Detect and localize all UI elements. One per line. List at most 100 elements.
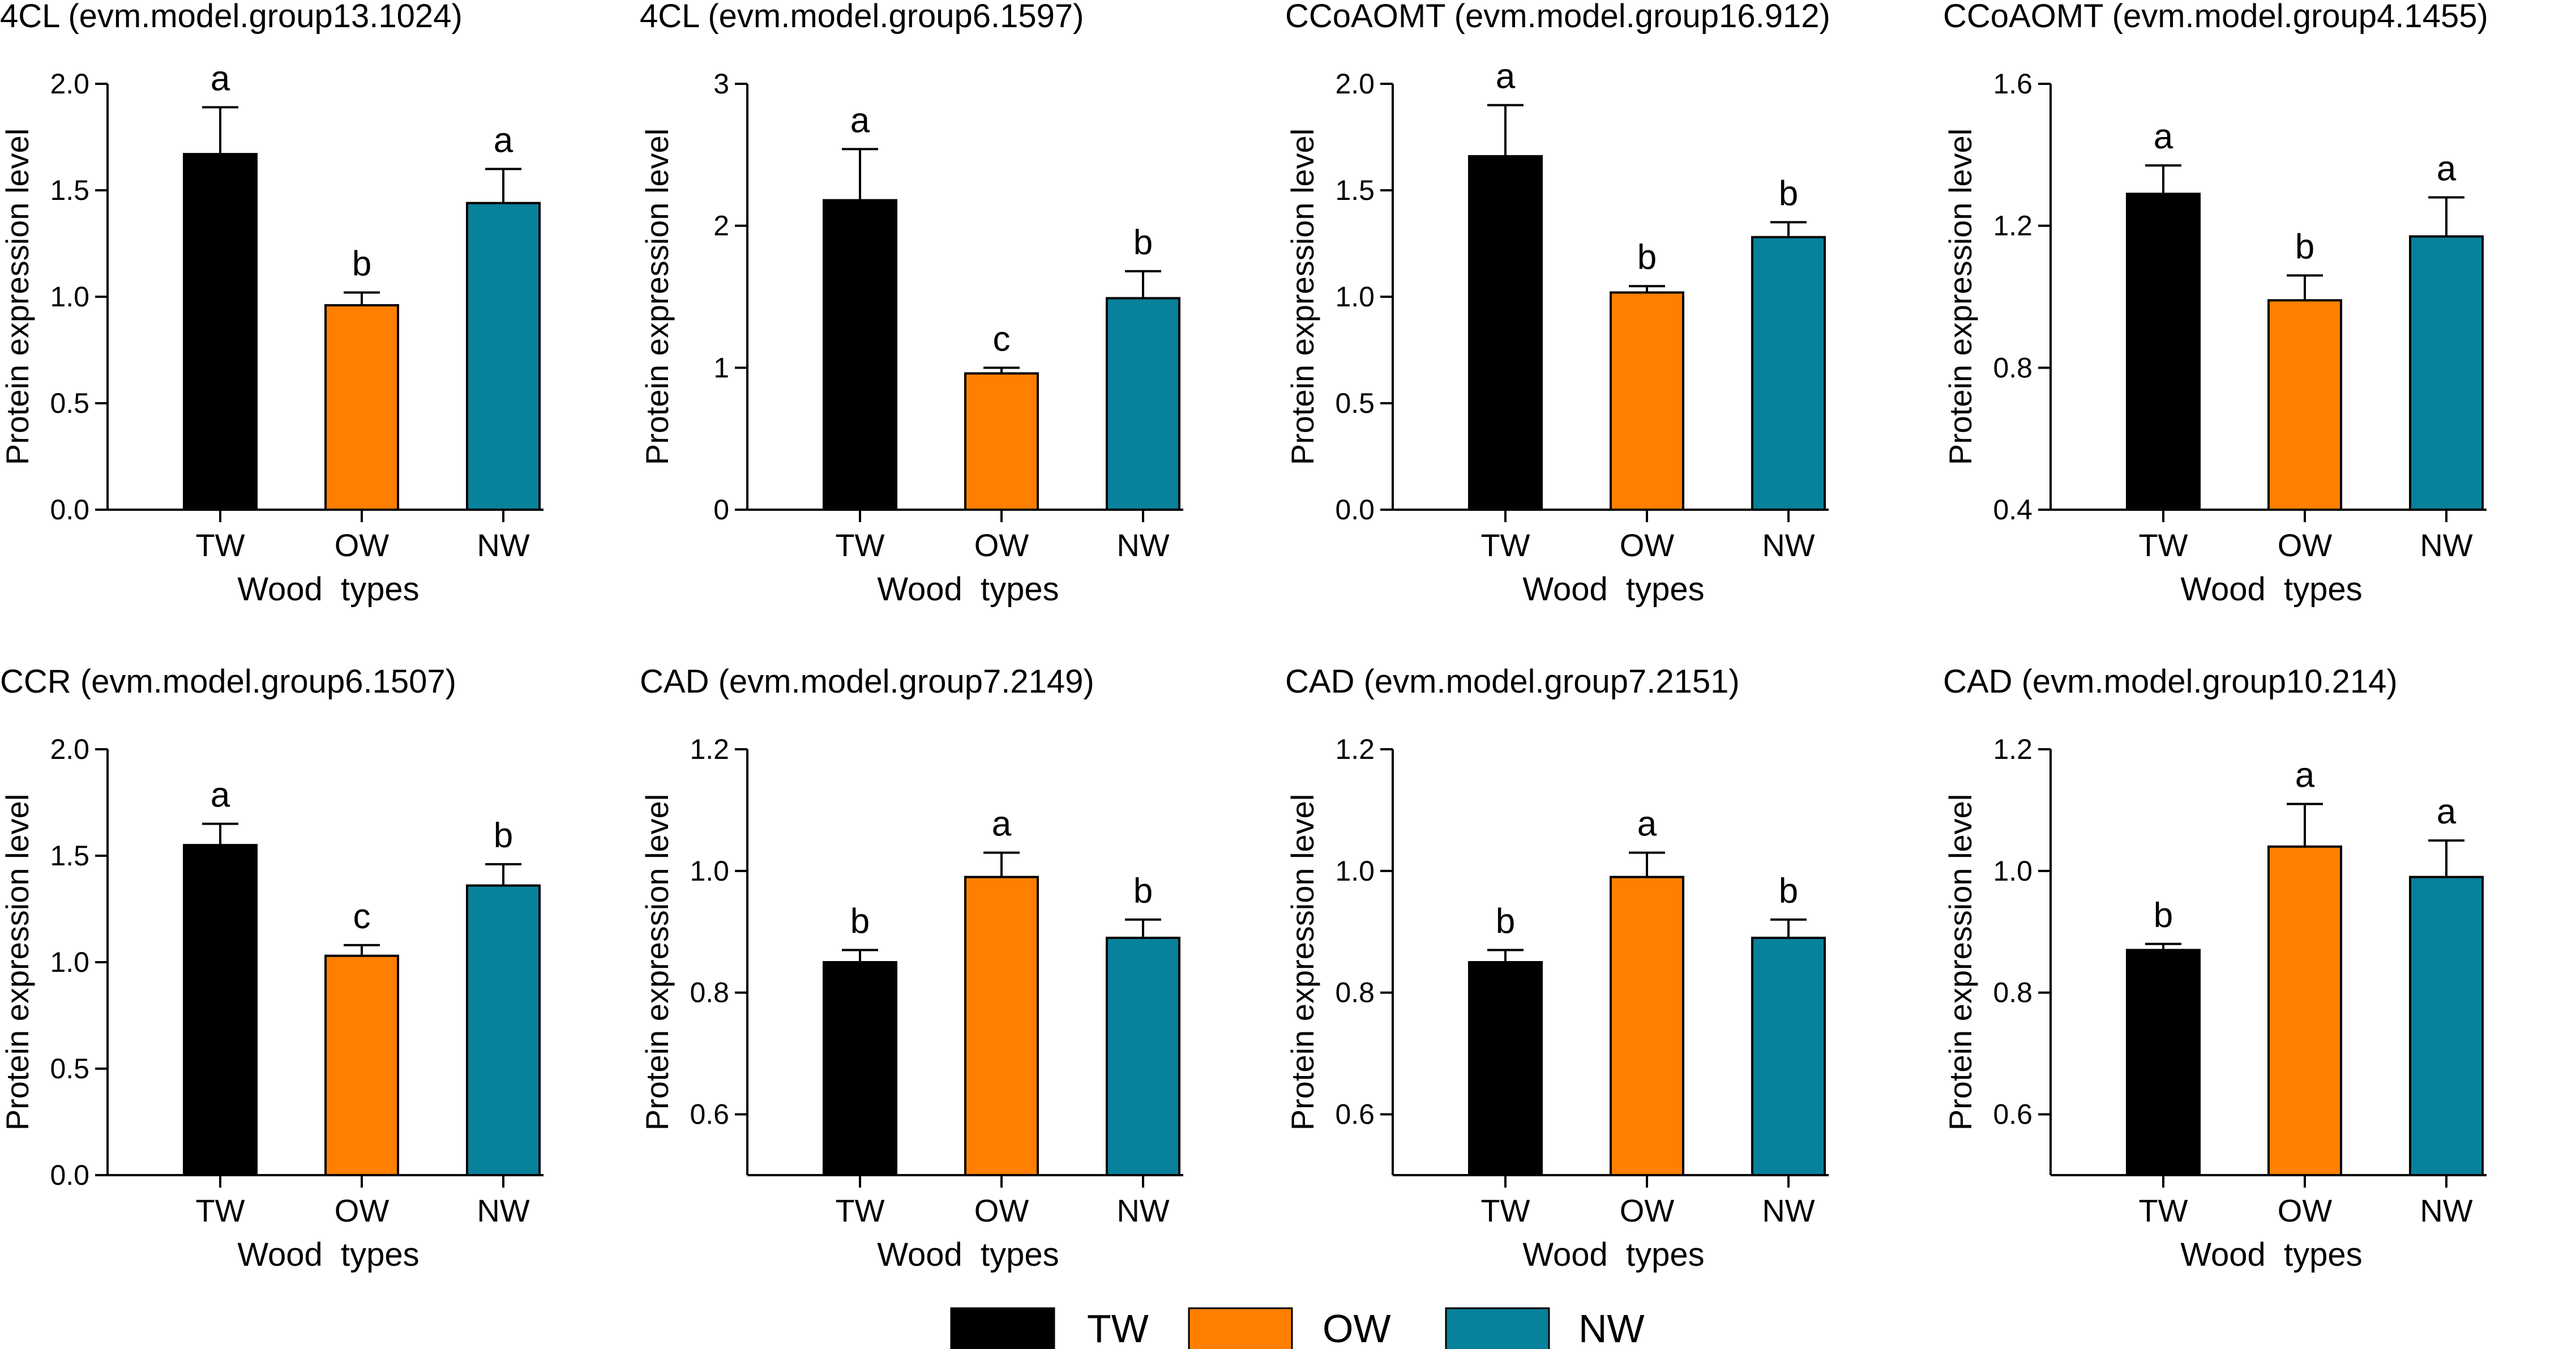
significance-letter: a bbox=[1496, 57, 1516, 96]
bar-nw bbox=[1751, 937, 1826, 1176]
legend: TW OW NW bbox=[950, 1307, 1645, 1349]
significance-letter: b bbox=[494, 816, 513, 855]
y-tick-label: 0.5 bbox=[1335, 387, 1375, 419]
x-axis-label: Wood types bbox=[2180, 1236, 2362, 1273]
chart-panel: CAD (evm.model.group10.214) 0.6 0.8 1.0 1.2 P… bbox=[1942, 663, 2487, 1273]
x-tick-label: TW bbox=[195, 527, 245, 563]
y-tick-label: 2.0 bbox=[1335, 68, 1375, 100]
y-tick-label: 0.0 bbox=[1335, 494, 1375, 526]
chart-panel: CCR (evm.model.group6.1507) 0.0 0.5 1.0 1.5 2… bbox=[0, 663, 544, 1273]
y-tick-label: 0.4 bbox=[1993, 494, 2032, 526]
y-tick-label: 1.6 bbox=[1993, 68, 2032, 100]
x-tick-label: TW bbox=[195, 1193, 245, 1228]
chart-title: 4CL (evm.model.group13.1024) bbox=[0, 0, 463, 35]
y-tick-label: 0.6 bbox=[690, 1099, 729, 1130]
bar-ow bbox=[324, 954, 399, 1176]
bar-ow bbox=[324, 304, 399, 511]
chart-panel: CAD (evm.model.group7.2151) 0.6 0.8 1.0 1.2 P… bbox=[1285, 663, 1829, 1273]
chart-title: CCoAOMT (evm.model.group4.1455) bbox=[1943, 0, 2488, 35]
x-axis-label: Wood types bbox=[877, 1236, 1059, 1273]
significance-letter: b bbox=[1133, 872, 1153, 911]
bar-tw bbox=[183, 153, 258, 511]
significance-letter: a bbox=[2437, 792, 2457, 831]
significance-letter: c bbox=[993, 319, 1011, 358]
y-tick-label: 1.2 bbox=[690, 733, 729, 765]
bar-ow bbox=[1610, 291, 1684, 511]
y-tick-label: 1.5 bbox=[50, 840, 89, 872]
y-tick-label: 0.5 bbox=[50, 387, 89, 419]
y-axis-label: Protein expression level bbox=[639, 129, 675, 466]
chart-panel: CAD (evm.model.group7.2149) 0.6 0.8 1.0 1.2 P… bbox=[639, 663, 1183, 1273]
y-tick-label: 1.0 bbox=[50, 946, 89, 978]
significance-letter: b bbox=[352, 244, 371, 283]
x-tick-label: OW bbox=[974, 1193, 1029, 1228]
bar-ow bbox=[964, 372, 1039, 511]
y-tick-label: 1.2 bbox=[1993, 210, 2032, 242]
significance-letter: a bbox=[211, 776, 230, 815]
x-tick-label: OW bbox=[2278, 527, 2333, 563]
bar-nw bbox=[1106, 297, 1180, 511]
bar-tw bbox=[2126, 193, 2201, 511]
bar-ow bbox=[964, 876, 1039, 1176]
y-tick-label: 1.5 bbox=[50, 174, 89, 206]
significance-letter: a bbox=[1637, 805, 1657, 844]
y-axis-label: Protein expression level bbox=[0, 794, 35, 1131]
x-axis-label: Wood types bbox=[237, 1236, 419, 1273]
bar-tw bbox=[183, 844, 258, 1176]
significance-letter: b bbox=[1133, 223, 1153, 262]
x-tick-label: TW bbox=[835, 527, 884, 563]
y-tick-label: 0.8 bbox=[1335, 977, 1375, 1009]
legend-swatch-nw bbox=[1445, 1307, 1550, 1349]
chart-panel: CCoAOMT (evm.model.group4.1455) 0.4 0.8 1.2… bbox=[1942, 0, 2488, 608]
chart-title: CCR (evm.model.group6.1507) bbox=[0, 663, 456, 700]
bar-tw bbox=[823, 961, 897, 1176]
bar-nw bbox=[466, 202, 541, 511]
legend-label-ow: OW bbox=[1323, 1307, 1391, 1349]
bar-nw bbox=[1751, 236, 1826, 511]
x-tick-label: NW bbox=[2420, 527, 2472, 563]
legend-swatch-tw bbox=[950, 1307, 1055, 1349]
bar-tw bbox=[823, 199, 897, 511]
x-tick-label: NW bbox=[1762, 527, 1815, 563]
x-tick-label: TW bbox=[1480, 1193, 1530, 1228]
y-axis-label: Protein expression level bbox=[1285, 129, 1320, 466]
y-tick-label: 0.8 bbox=[690, 977, 729, 1009]
significance-letter: a bbox=[992, 805, 1012, 844]
chart-title: CAD (evm.model.group10.214) bbox=[1943, 663, 2398, 700]
bar-ow bbox=[1610, 876, 1684, 1176]
y-axis-label: Protein expression level bbox=[0, 129, 35, 466]
x-tick-label: OW bbox=[1620, 527, 1675, 563]
significance-letter: b bbox=[2154, 896, 2173, 935]
x-axis-label: Wood types bbox=[1522, 571, 1704, 608]
bar-tw bbox=[1468, 155, 1543, 511]
y-tick-label: 0.6 bbox=[1993, 1099, 2032, 1130]
y-axis-label: Protein expression level bbox=[1942, 129, 1978, 466]
y-tick-label: 2.0 bbox=[50, 733, 89, 765]
y-tick-label: 1.0 bbox=[1993, 855, 2032, 887]
x-tick-label: OW bbox=[1620, 1193, 1675, 1228]
legend-label-tw: TW bbox=[1087, 1307, 1149, 1349]
y-tick-label: 1.0 bbox=[50, 281, 89, 313]
bar-nw bbox=[2409, 876, 2484, 1176]
legend-label-nw: NW bbox=[1578, 1307, 1645, 1349]
significance-letter: a bbox=[850, 101, 870, 140]
x-axis-label: Wood types bbox=[1522, 1236, 1704, 1273]
x-tick-label: NW bbox=[1762, 1193, 1815, 1228]
bar-nw bbox=[466, 884, 541, 1176]
significance-letter: b bbox=[850, 902, 870, 941]
chart-title: CAD (evm.model.group7.2151) bbox=[1285, 663, 1740, 700]
y-tick-label: 1.2 bbox=[1335, 733, 1375, 765]
x-tick-label: NW bbox=[477, 527, 529, 563]
x-axis-label: Wood types bbox=[237, 571, 419, 608]
bar-tw bbox=[1468, 961, 1543, 1176]
y-tick-label: 0.6 bbox=[1335, 1099, 1375, 1130]
legend-swatch-ow bbox=[1188, 1307, 1293, 1349]
x-tick-label: OW bbox=[974, 527, 1029, 563]
bar-ow bbox=[2267, 299, 2342, 511]
significance-letter: b bbox=[1496, 902, 1515, 941]
x-tick-label: NW bbox=[1116, 527, 1169, 563]
y-tick-label: 0.0 bbox=[50, 1159, 89, 1191]
bar-tw bbox=[2126, 949, 2201, 1176]
chart-title: CCoAOMT (evm.model.group16.912) bbox=[1285, 0, 1830, 35]
y-tick-label: 0.8 bbox=[1993, 352, 2032, 383]
